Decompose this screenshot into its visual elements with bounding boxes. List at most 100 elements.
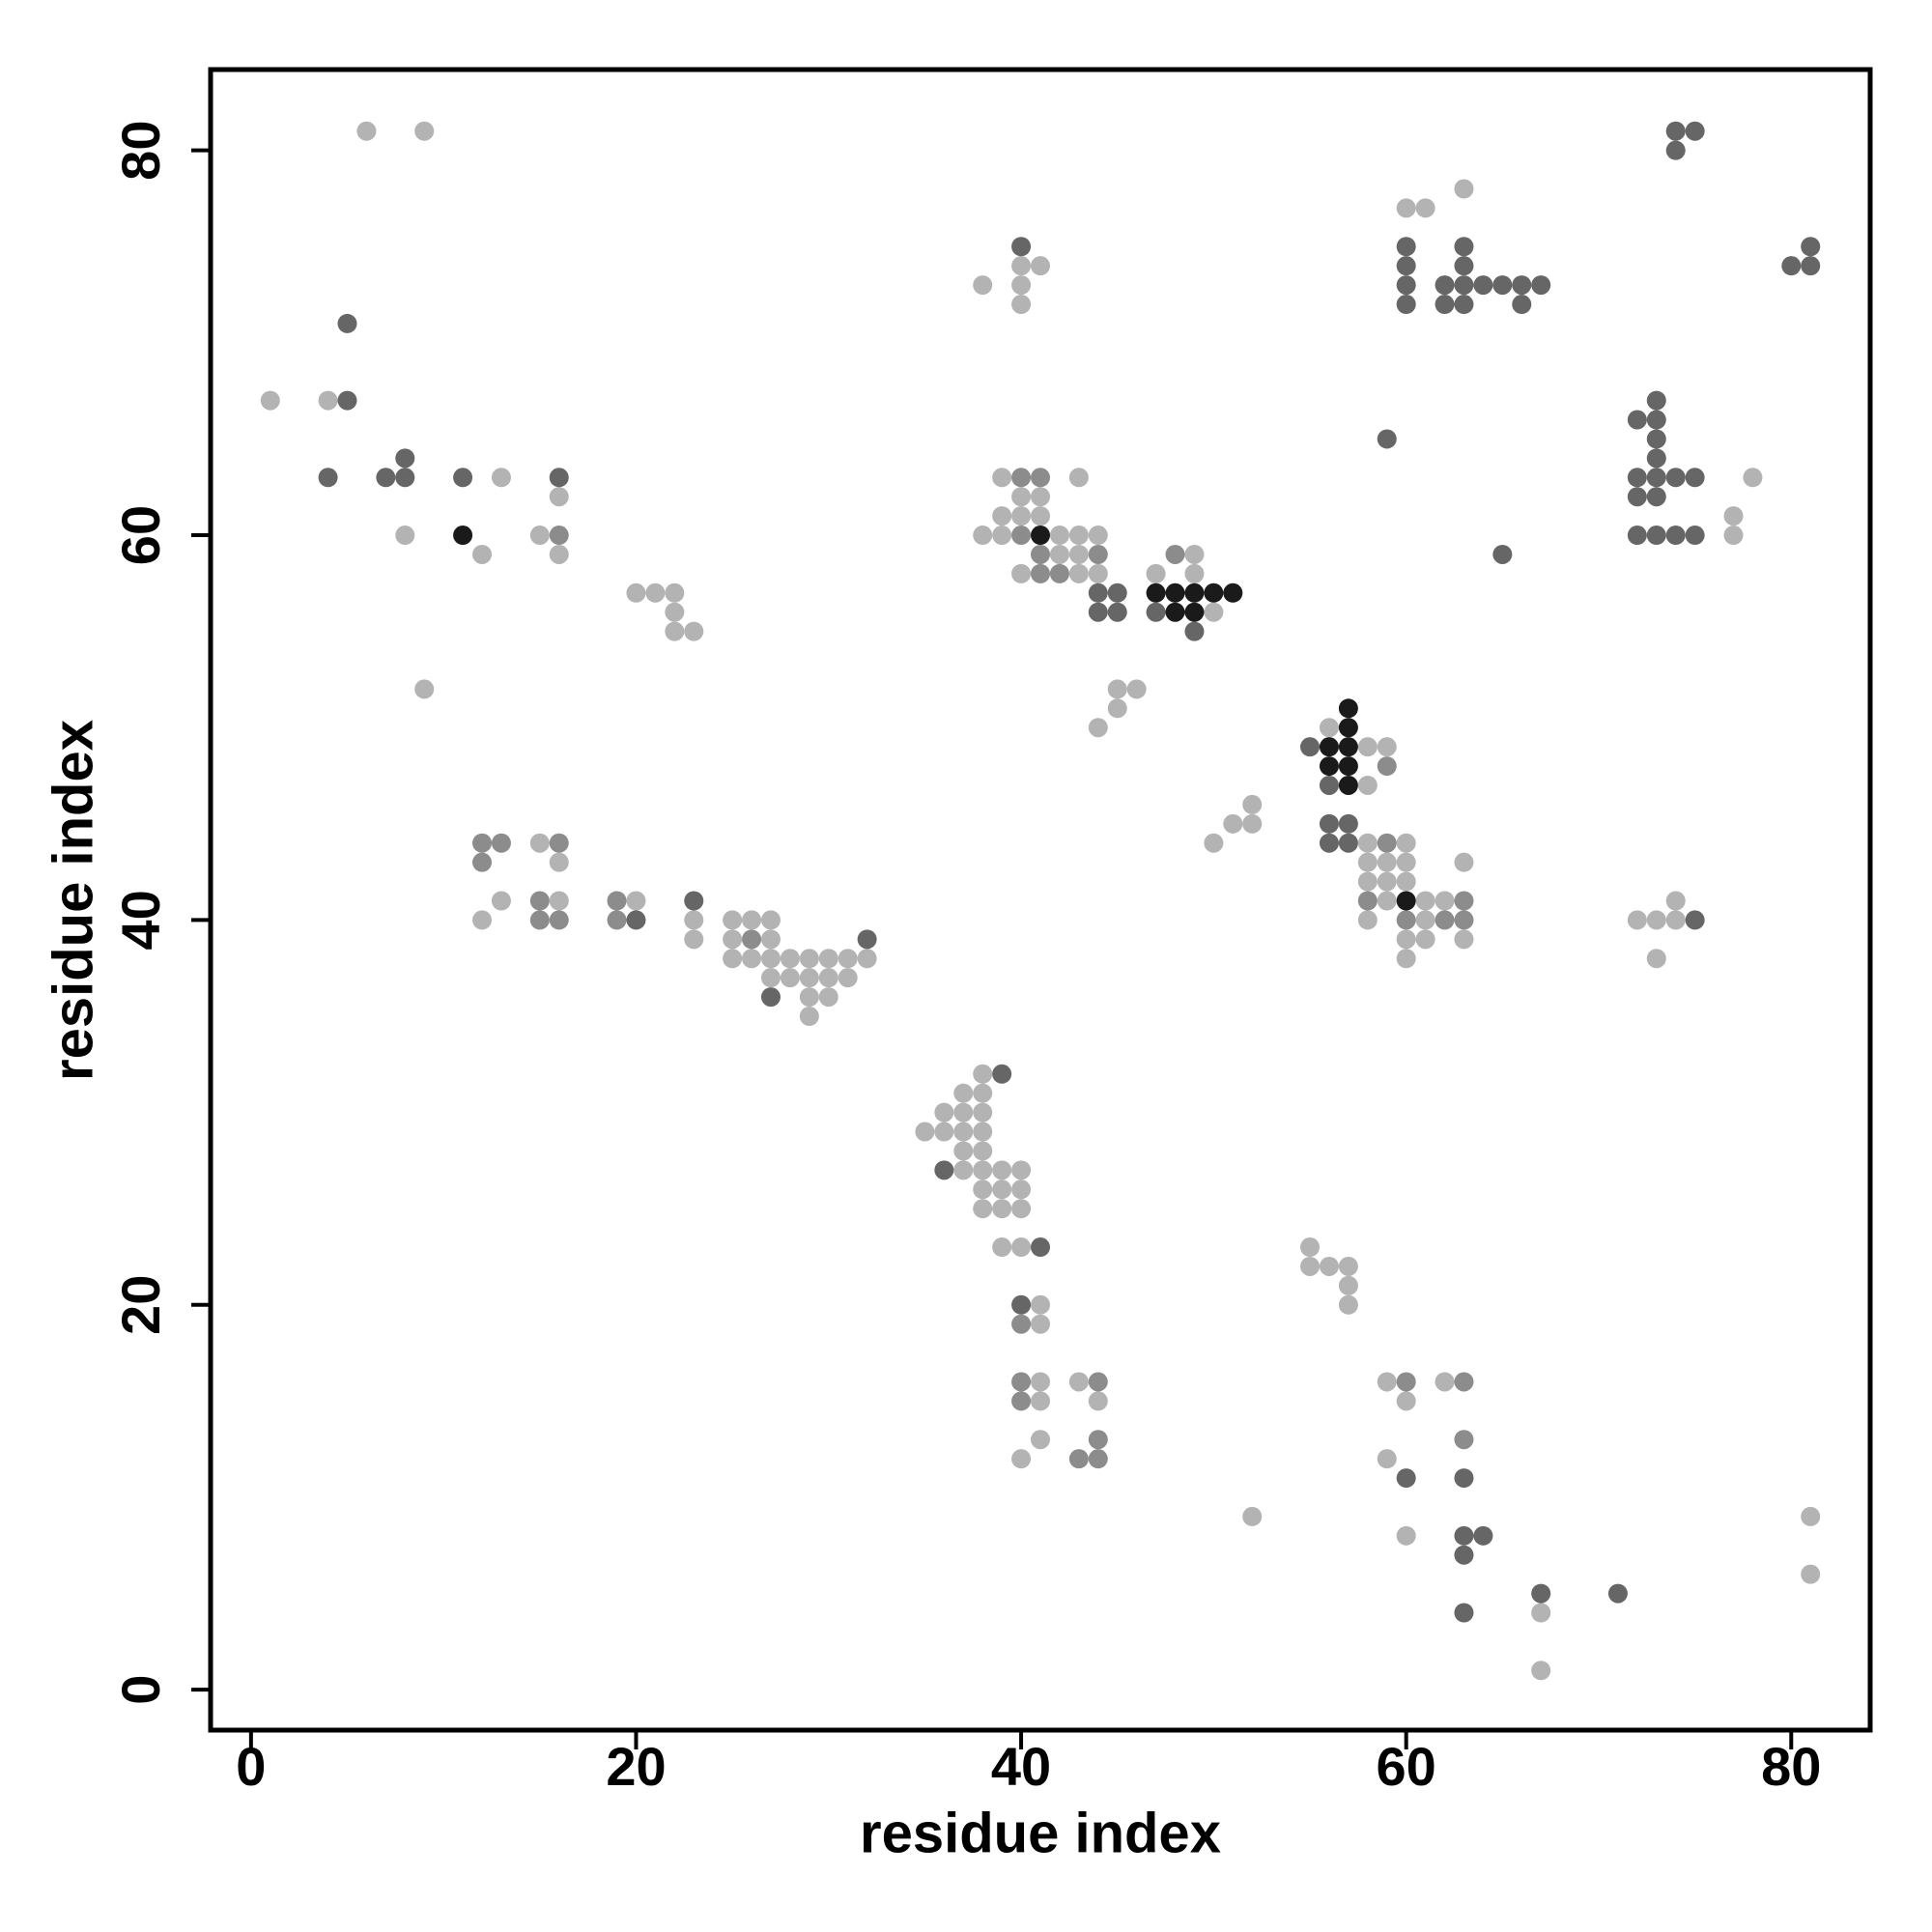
point: [1415, 891, 1435, 911]
point: [934, 1160, 954, 1180]
point: [549, 526, 569, 546]
point: [973, 1199, 993, 1219]
point: [684, 891, 704, 911]
point: [1454, 1430, 1474, 1450]
point: [1454, 1372, 1474, 1392]
point: [1665, 891, 1686, 911]
point: [1377, 871, 1397, 892]
point: [1801, 1564, 1821, 1584]
point: [1454, 1603, 1474, 1623]
point: [973, 1083, 993, 1103]
point: [723, 929, 743, 950]
point: [1184, 621, 1205, 641]
point: [337, 390, 357, 411]
point: [1396, 1391, 1416, 1411]
point: [1049, 563, 1069, 583]
point: [1011, 237, 1032, 257]
point: [799, 949, 819, 969]
point: [780, 968, 800, 988]
point: [665, 582, 685, 603]
point: [626, 582, 646, 603]
y-axis-title: residue index: [42, 720, 104, 1081]
point: [1396, 833, 1416, 853]
point: [665, 602, 685, 622]
point: [1107, 582, 1127, 603]
point: [934, 1102, 954, 1122]
point: [1396, 949, 1416, 969]
point: [973, 1160, 993, 1180]
point: [973, 1064, 993, 1084]
point: [1011, 1314, 1032, 1334]
point: [1454, 237, 1474, 257]
point: [645, 582, 666, 603]
point: [1146, 602, 1166, 622]
point: [1011, 468, 1032, 488]
point: [1107, 602, 1127, 622]
point: [1627, 910, 1647, 930]
point: [973, 275, 993, 296]
point: [1319, 813, 1339, 834]
point: [684, 621, 704, 641]
point: [1492, 544, 1513, 564]
point: [1685, 468, 1705, 488]
point: [1223, 582, 1243, 603]
point: [723, 949, 743, 969]
point: [1492, 275, 1513, 296]
point: [953, 1102, 974, 1122]
point: [1031, 1430, 1050, 1450]
point: [549, 852, 569, 872]
x-tick-label: 80: [1761, 1736, 1821, 1797]
point: [1377, 833, 1397, 853]
point: [1627, 410, 1647, 430]
point: [1377, 737, 1397, 757]
point: [1338, 698, 1358, 719]
point: [1088, 1391, 1108, 1411]
point: [1607, 1583, 1628, 1604]
point: [1088, 526, 1108, 546]
point: [1300, 1237, 1321, 1258]
point: [1454, 910, 1474, 930]
point: [1011, 506, 1032, 526]
point: [529, 891, 550, 911]
point: [973, 526, 993, 546]
point: [1377, 891, 1397, 911]
point: [549, 910, 569, 930]
point: [1011, 1372, 1032, 1392]
point: [1338, 1275, 1358, 1295]
point: [1088, 582, 1108, 603]
point: [626, 910, 646, 930]
point: [318, 468, 338, 488]
point: [395, 468, 415, 488]
point: [1454, 891, 1474, 911]
point: [1242, 1506, 1263, 1526]
point: [1088, 544, 1108, 564]
point: [1646, 429, 1666, 449]
point: [1357, 871, 1378, 892]
point: [1088, 718, 1108, 738]
point: [1031, 256, 1050, 276]
point: [1531, 1603, 1551, 1623]
point: [1031, 1314, 1050, 1334]
point: [549, 468, 569, 488]
point: [337, 313, 357, 333]
x-tick-label: 40: [991, 1736, 1051, 1797]
point: [1107, 679, 1127, 699]
point: [1338, 1294, 1358, 1315]
point: [1665, 121, 1686, 141]
point: [1184, 582, 1205, 603]
point: [1088, 1449, 1108, 1469]
point: [1300, 1256, 1321, 1276]
point: [1068, 544, 1089, 564]
y-tick-label: 60: [110, 505, 171, 565]
point: [529, 833, 550, 853]
point: [1011, 526, 1032, 546]
point: [818, 987, 838, 1008]
point: [472, 852, 493, 872]
point: [742, 929, 762, 950]
point: [1319, 737, 1339, 757]
point: [1377, 852, 1397, 872]
point: [1088, 563, 1108, 583]
point: [838, 949, 858, 969]
point: [1011, 295, 1032, 315]
point: [1011, 487, 1032, 507]
